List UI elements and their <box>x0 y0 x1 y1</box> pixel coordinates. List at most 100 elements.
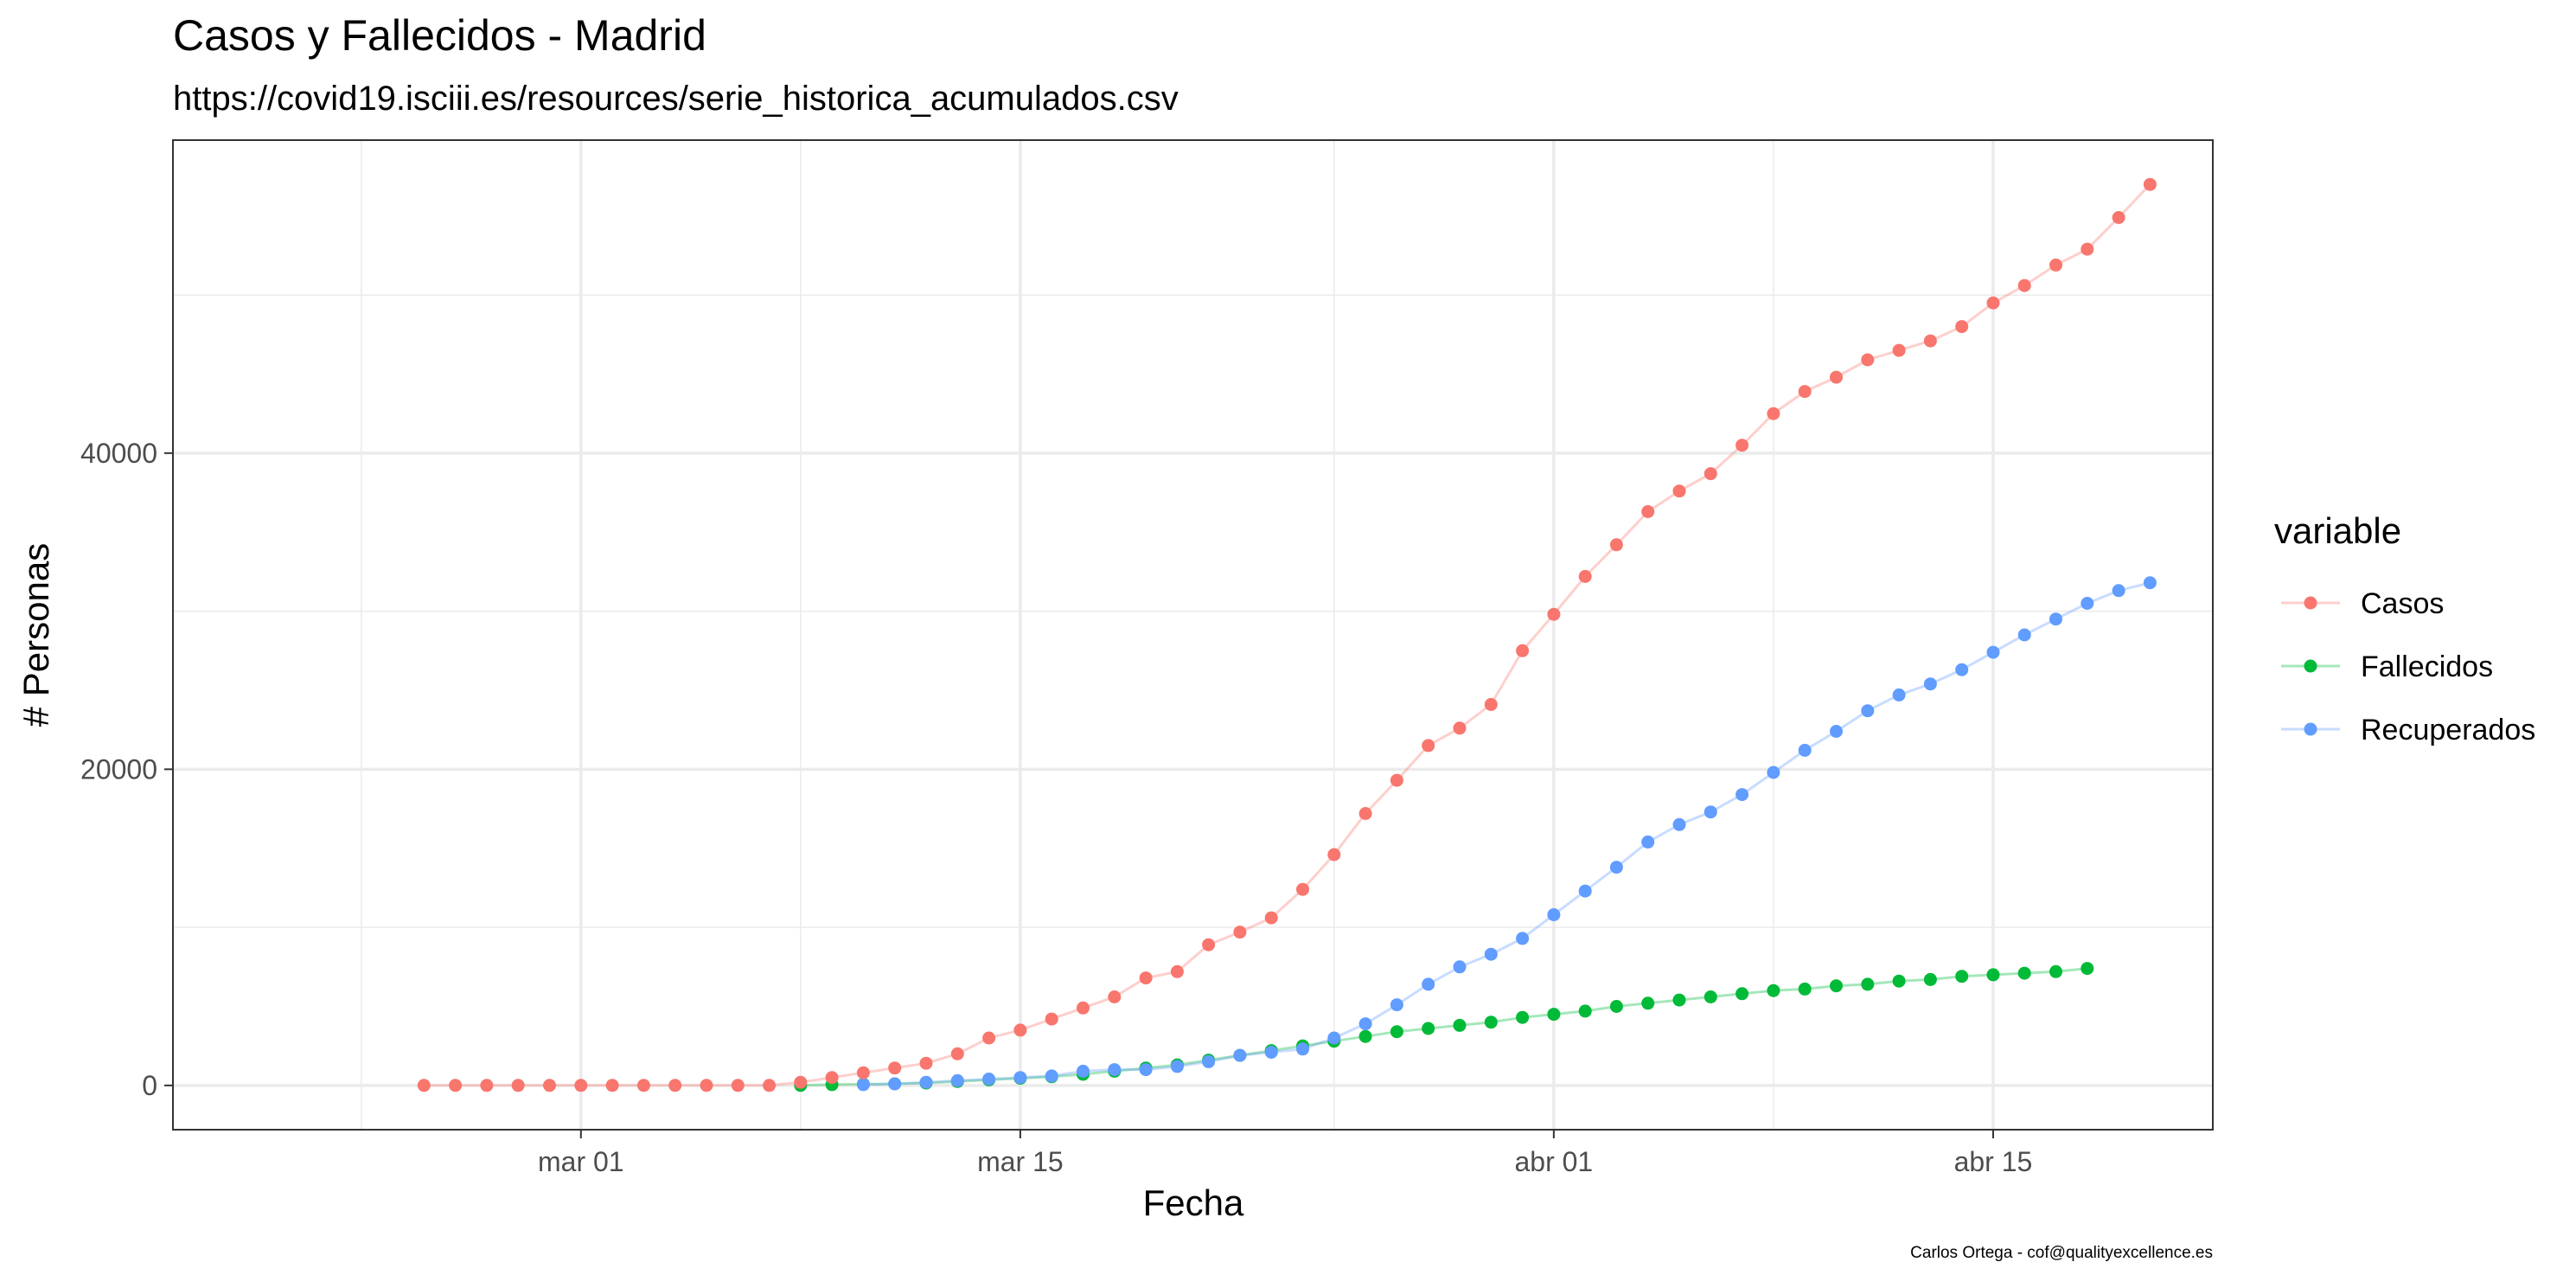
data-point-casos <box>1923 334 1937 348</box>
data-point-casos <box>794 1075 808 1089</box>
data-point-recuperados <box>919 1075 933 1089</box>
chart-title: Casos y Fallecidos - Madrid <box>173 11 706 60</box>
data-point-recuperados <box>1892 688 1906 702</box>
data-point-casos <box>982 1031 996 1045</box>
data-point-casos <box>2049 258 2062 272</box>
data-point-casos <box>1484 697 1498 711</box>
data-point-casos <box>700 1079 713 1092</box>
data-point-fallecidos <box>1830 979 1843 993</box>
data-point-recuperados <box>1296 1042 1309 1056</box>
data-point-fallecidos <box>1672 993 1686 1007</box>
data-point-recuperados <box>1170 1060 1184 1073</box>
grid <box>173 140 2213 1130</box>
data-series <box>417 177 2157 1092</box>
legend-label: Fallecidos <box>2361 650 2493 683</box>
data-point-casos <box>449 1079 463 1092</box>
data-point-casos <box>1735 439 1749 452</box>
y-tick-label: 20000 <box>80 753 157 785</box>
data-point-casos <box>1516 644 1530 657</box>
data-point-casos <box>1358 807 1372 820</box>
data-point-casos <box>1672 484 1686 498</box>
legend-label: Recuperados <box>2361 714 2535 746</box>
data-point-casos <box>950 1047 964 1060</box>
data-point-recuperados <box>2049 612 2062 626</box>
data-point-fallecidos <box>1767 983 1780 997</box>
data-point-recuperados <box>2081 597 2094 610</box>
data-point-casos <box>2112 211 2125 224</box>
data-point-recuperados <box>1578 884 1592 898</box>
data-point-recuperados <box>1108 1063 1122 1077</box>
data-point-recuperados <box>1830 725 1843 738</box>
data-point-casos <box>574 1079 588 1092</box>
legend-item-fallecidos: Fallecidos <box>2281 650 2493 683</box>
data-point-recuperados <box>1703 805 1717 819</box>
data-point-casos <box>1892 343 1906 357</box>
y-axis-title: # Personas <box>16 543 56 727</box>
data-point-fallecidos <box>1892 974 1906 988</box>
legend: variable Casos Fallecidos Recuperados <box>2274 510 2535 746</box>
data-point-casos <box>1390 773 1403 787</box>
legend-key-point <box>2304 722 2317 736</box>
data-point-casos <box>1422 739 1435 753</box>
data-point-recuperados <box>1798 743 1812 757</box>
data-point-recuperados <box>1547 908 1561 921</box>
data-point-recuperados <box>1861 704 1875 718</box>
data-point-casos <box>1609 538 1623 552</box>
data-point-recuperados <box>1139 1063 1153 1077</box>
data-point-casos <box>1547 607 1561 621</box>
data-point-casos <box>1327 848 1341 862</box>
data-point-fallecidos <box>1578 1004 1592 1018</box>
data-point-fallecidos <box>1955 970 1969 983</box>
data-point-fallecidos <box>2017 966 2031 980</box>
data-point-fallecidos <box>1422 1022 1435 1035</box>
data-point-recuperados <box>1641 835 1655 849</box>
data-point-casos <box>1986 296 2000 310</box>
caption: Carlos Ortega - cof@qualityexcellence.es <box>1910 1244 2213 1262</box>
data-point-fallecidos <box>1986 968 2000 982</box>
data-point-casos <box>919 1056 933 1070</box>
data-point-casos <box>2143 177 2157 191</box>
data-point-recuperados <box>1202 1054 1216 1068</box>
data-point-casos <box>888 1061 902 1075</box>
data-point-recuperados <box>1358 1017 1372 1031</box>
x-axis-title: Fecha <box>1143 1182 1244 1223</box>
data-point-casos <box>1045 1012 1058 1026</box>
data-point-casos <box>1139 971 1153 985</box>
data-point-fallecidos <box>1484 1016 1498 1029</box>
data-point-casos <box>825 1071 839 1085</box>
y-tick-label: 0 <box>142 1070 157 1101</box>
data-point-recuperados <box>2143 576 2157 590</box>
data-point-casos <box>1077 1001 1090 1015</box>
series-recuperados <box>856 576 2157 1092</box>
data-point-casos <box>1767 407 1780 420</box>
data-point-recuperados <box>1767 766 1780 779</box>
data-point-recuperados <box>1923 677 1937 691</box>
data-point-recuperados <box>1013 1071 1027 1085</box>
data-point-casos <box>1108 990 1122 1003</box>
data-point-casos <box>2081 242 2094 256</box>
data-point-recuperados <box>1955 663 1969 676</box>
axes: 0 20000 40000 mar 01 mar 15 abr 01 abr 15 <box>80 438 2032 1177</box>
data-point-fallecidos <box>1861 977 1875 991</box>
data-point-casos <box>1264 911 1278 925</box>
data-point-fallecidos <box>1703 990 1717 1003</box>
data-point-casos <box>543 1079 556 1092</box>
data-point-recuperados <box>1986 645 2000 659</box>
x-tick-label: abr 01 <box>1514 1146 1593 1177</box>
data-point-recuperados <box>950 1073 964 1087</box>
data-point-casos <box>417 1079 431 1092</box>
data-point-recuperados <box>1077 1064 1090 1078</box>
plot-panel-border <box>172 139 2214 1131</box>
data-point-casos <box>1861 353 1875 367</box>
data-point-fallecidos <box>1609 1000 1623 1013</box>
data-point-recuperados <box>856 1078 870 1092</box>
data-point-fallecidos <box>1798 982 1812 996</box>
data-point-casos <box>1296 882 1309 896</box>
data-point-recuperados <box>1390 998 1403 1012</box>
data-point-fallecidos <box>1390 1025 1403 1039</box>
data-point-fallecidos <box>2049 964 2062 978</box>
data-point-recuperados <box>1484 947 1498 961</box>
data-point-casos <box>1013 1023 1027 1037</box>
data-point-fallecidos <box>1358 1029 1372 1043</box>
